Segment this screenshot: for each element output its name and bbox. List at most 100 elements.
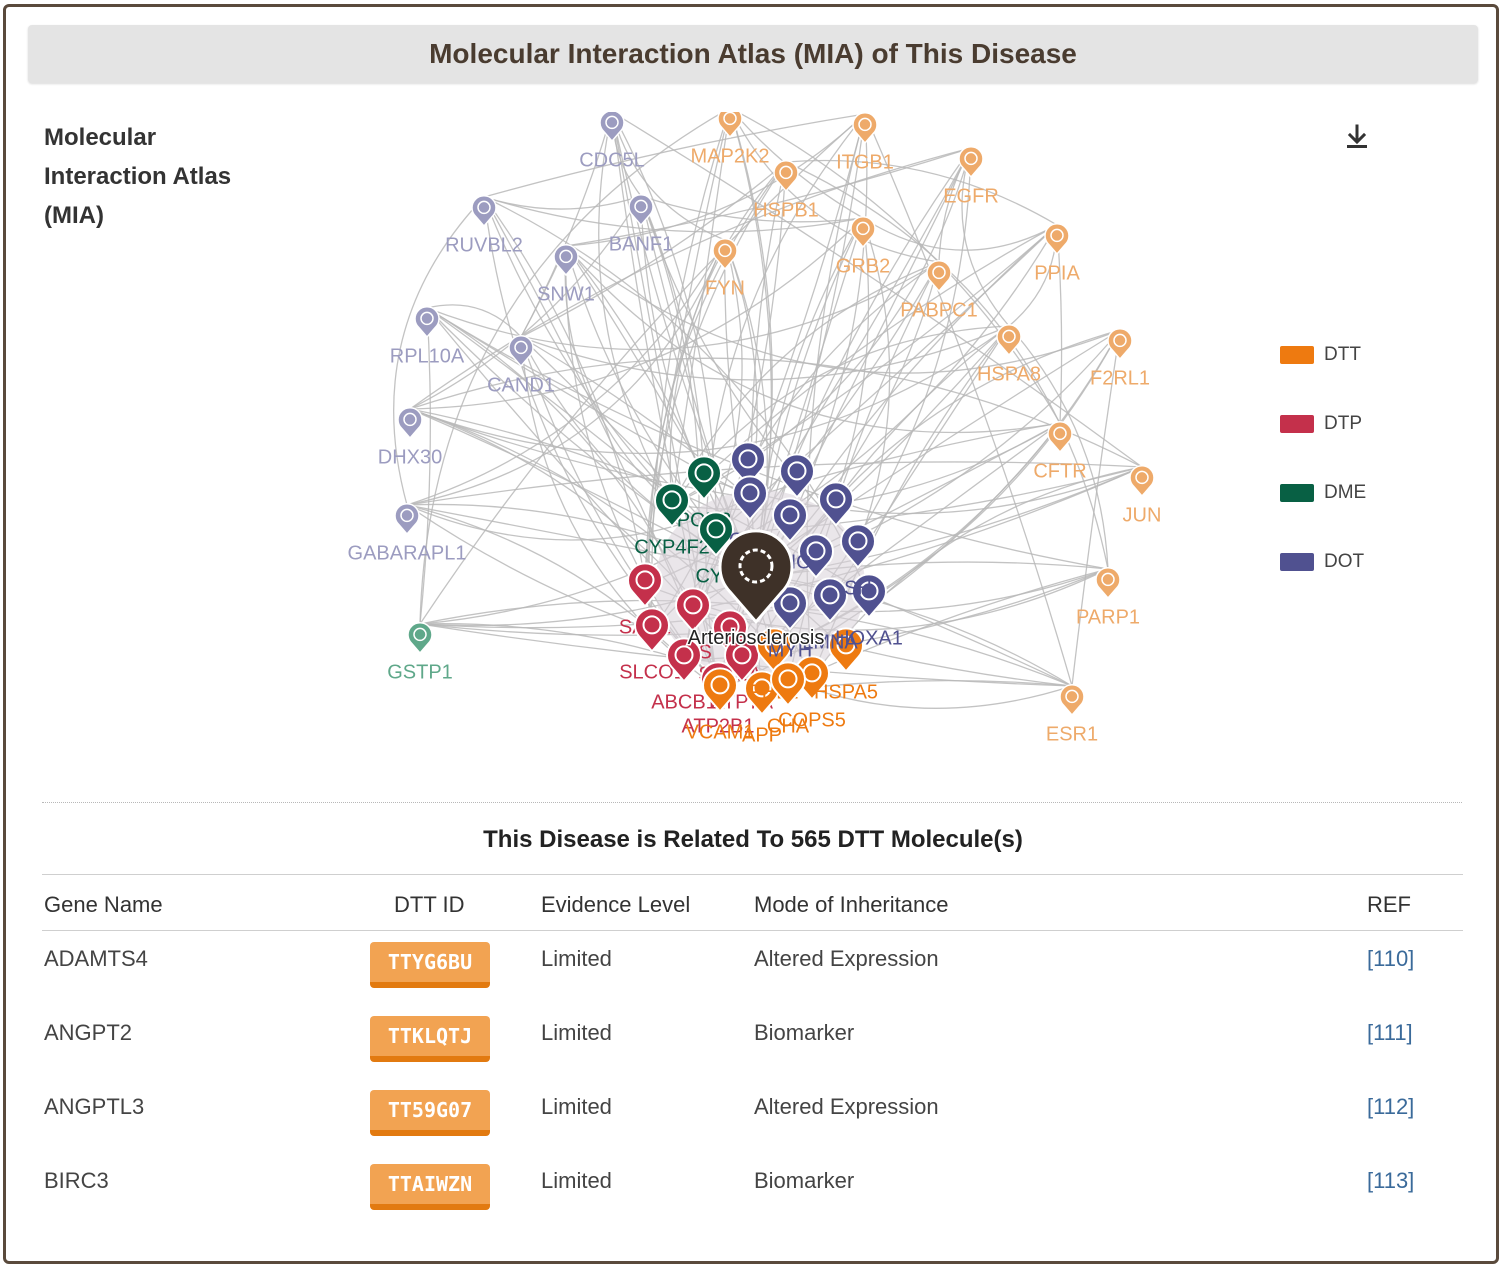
network-edge xyxy=(409,147,972,410)
ref-link[interactable]: [113] xyxy=(1367,1168,1415,1193)
network-node[interactable]: CHA xyxy=(767,661,810,737)
network-node[interactable]: MAP2K2 xyxy=(691,112,770,168)
network-node[interactable]: CDC5L xyxy=(579,112,645,172)
network-edge xyxy=(648,161,787,631)
network-node[interactable]: HSPA8 xyxy=(977,323,1041,386)
network-edge xyxy=(565,245,705,479)
dtt-id-button[interactable]: TT59G07 xyxy=(370,1090,490,1136)
network-node[interactable]: PABPC1 xyxy=(900,259,978,322)
network-node[interactable]: ITGB1 xyxy=(836,112,894,174)
network-edge xyxy=(406,239,726,506)
network-node[interactable]: HSPB1 xyxy=(753,159,819,222)
legend-swatch-dtt xyxy=(1280,345,1314,364)
node-label: BANF1 xyxy=(609,234,673,256)
network-edge xyxy=(409,325,1010,454)
node-label: EGFR xyxy=(943,186,999,208)
network-node[interactable]: DHX30 xyxy=(378,406,442,469)
network-node[interactable]: COPS5 xyxy=(778,655,846,731)
network-node[interactable]: HOXA1 xyxy=(835,573,903,649)
node-label: APP xyxy=(742,724,782,746)
node-pin-icon xyxy=(828,627,864,673)
network-node[interactable]: GRB2 xyxy=(836,215,890,278)
network-edge xyxy=(419,307,431,625)
node-pin-icon xyxy=(675,587,711,633)
network-node[interactable]: SH xyxy=(840,523,876,599)
node-pin-icon xyxy=(628,193,654,227)
node-label: GRB2 xyxy=(836,256,890,278)
network-edge xyxy=(565,147,972,247)
table-row: ANGPTL3 TT59G07 Limited Altered Expressi… xyxy=(0,1078,1506,1152)
network-node[interactable]: RPL10A xyxy=(390,305,465,368)
node-label: ITGB1 xyxy=(836,152,894,174)
network-node[interactable] xyxy=(818,481,854,527)
network-node[interactable]: GSTP1 xyxy=(387,621,453,684)
interaction-network[interactable]: CDC5L MAP2K2 ITGB1 HSPB1 EGFR RUVBL2 BANF1 SNW1… xyxy=(330,112,1210,772)
table-row: ANGPT2 TTKLQTJ Limited Biomarker [111] xyxy=(0,1004,1506,1078)
node-pin-icon xyxy=(730,441,766,487)
node-label: RUVBL2 xyxy=(445,235,523,257)
download-button[interactable] xyxy=(1340,120,1374,154)
network-edge xyxy=(598,112,673,506)
ref-link[interactable]: [111] xyxy=(1367,1020,1413,1045)
dtt-id-button[interactable]: TTYG6BU xyxy=(370,942,490,988)
dtt-id-button[interactable]: TTAIWZN xyxy=(370,1164,490,1210)
node-target-icon xyxy=(400,508,414,523)
network-node[interactable]: ABCB1 xyxy=(651,637,717,713)
network-node[interactable] xyxy=(779,453,815,499)
network-node[interactable]: CYP4F2 xyxy=(634,482,710,558)
disease-pin-icon xyxy=(718,529,794,625)
network-node[interactable]: PARP1 xyxy=(1076,566,1140,629)
node-pin-icon xyxy=(1129,464,1155,498)
gene-name: BIRC3 xyxy=(44,1168,109,1193)
network-edge xyxy=(426,261,940,351)
node-pin-icon xyxy=(702,667,738,713)
virus-icon xyxy=(738,548,774,584)
ref-link[interactable]: [110] xyxy=(1367,946,1415,971)
node-pin-icon xyxy=(772,497,808,543)
node-label: CYP4F2 xyxy=(634,536,710,558)
node-label: HOXA1 xyxy=(835,627,903,649)
network-node[interactable]: GABARAPL1 xyxy=(348,502,467,565)
network-node[interactable]: ESR1 xyxy=(1046,683,1098,746)
network-node[interactable]: PPIA xyxy=(1034,222,1080,285)
network-node[interactable] xyxy=(798,533,834,579)
network-node[interactable]: HSPA5 xyxy=(814,627,878,703)
network-node[interactable]: MYH xyxy=(768,585,812,661)
node-pin-icon xyxy=(1059,683,1085,717)
network-edge xyxy=(520,336,751,499)
dtt-id-button[interactable]: TTKLQTJ xyxy=(370,1016,490,1062)
ref-link[interactable]: [112] xyxy=(1367,1094,1415,1119)
node-pin-icon xyxy=(508,334,534,368)
node-label: SH xyxy=(844,577,872,599)
node-label: CHA xyxy=(767,715,810,737)
network-node[interactable]: RUVBL2 xyxy=(445,194,523,257)
network-node[interactable]: VCAM1 xyxy=(686,667,755,743)
network-node[interactable]: SNW1 xyxy=(537,243,595,306)
mia-section-label: Molecular Interaction Atlas (MIA) xyxy=(44,124,232,229)
disease-center-node[interactable]: Arteriosclerosis xyxy=(686,529,826,651)
node-label: FYN xyxy=(705,278,745,300)
network-node[interactable]: EGFR xyxy=(943,145,999,208)
network-node[interactable]: SLCO1 xyxy=(619,607,685,683)
node-label: ATP2B1 xyxy=(682,715,755,737)
network-node[interactable]: LMNA xyxy=(802,577,858,653)
node-label: CFTR xyxy=(1033,461,1086,483)
node-pin-icon xyxy=(773,159,799,193)
network-legend: DTT DTP DME DOT xyxy=(1280,320,1420,596)
network-node[interactable]: BANF1 xyxy=(609,193,673,256)
network-node[interactable]: F2RL1 xyxy=(1090,327,1150,390)
network-node[interactable]: CFTR xyxy=(1033,420,1087,483)
network-node[interactable]: FYN xyxy=(705,237,745,300)
network-node[interactable]: JUN xyxy=(1123,464,1162,527)
node-pin-icon xyxy=(414,305,440,339)
node-pin-icon xyxy=(812,577,848,623)
network-edge xyxy=(857,217,891,547)
node-label: MYH xyxy=(768,639,812,661)
node-target-icon xyxy=(723,112,737,126)
node-pin-icon xyxy=(599,112,625,143)
network-node[interactable] xyxy=(730,441,766,487)
node-label: PPIA xyxy=(1034,263,1080,285)
node-target-icon xyxy=(732,645,752,665)
network-node[interactable]: CAND1 xyxy=(487,334,555,397)
mode-of-inheritance: Altered Expression xyxy=(754,1094,939,1119)
